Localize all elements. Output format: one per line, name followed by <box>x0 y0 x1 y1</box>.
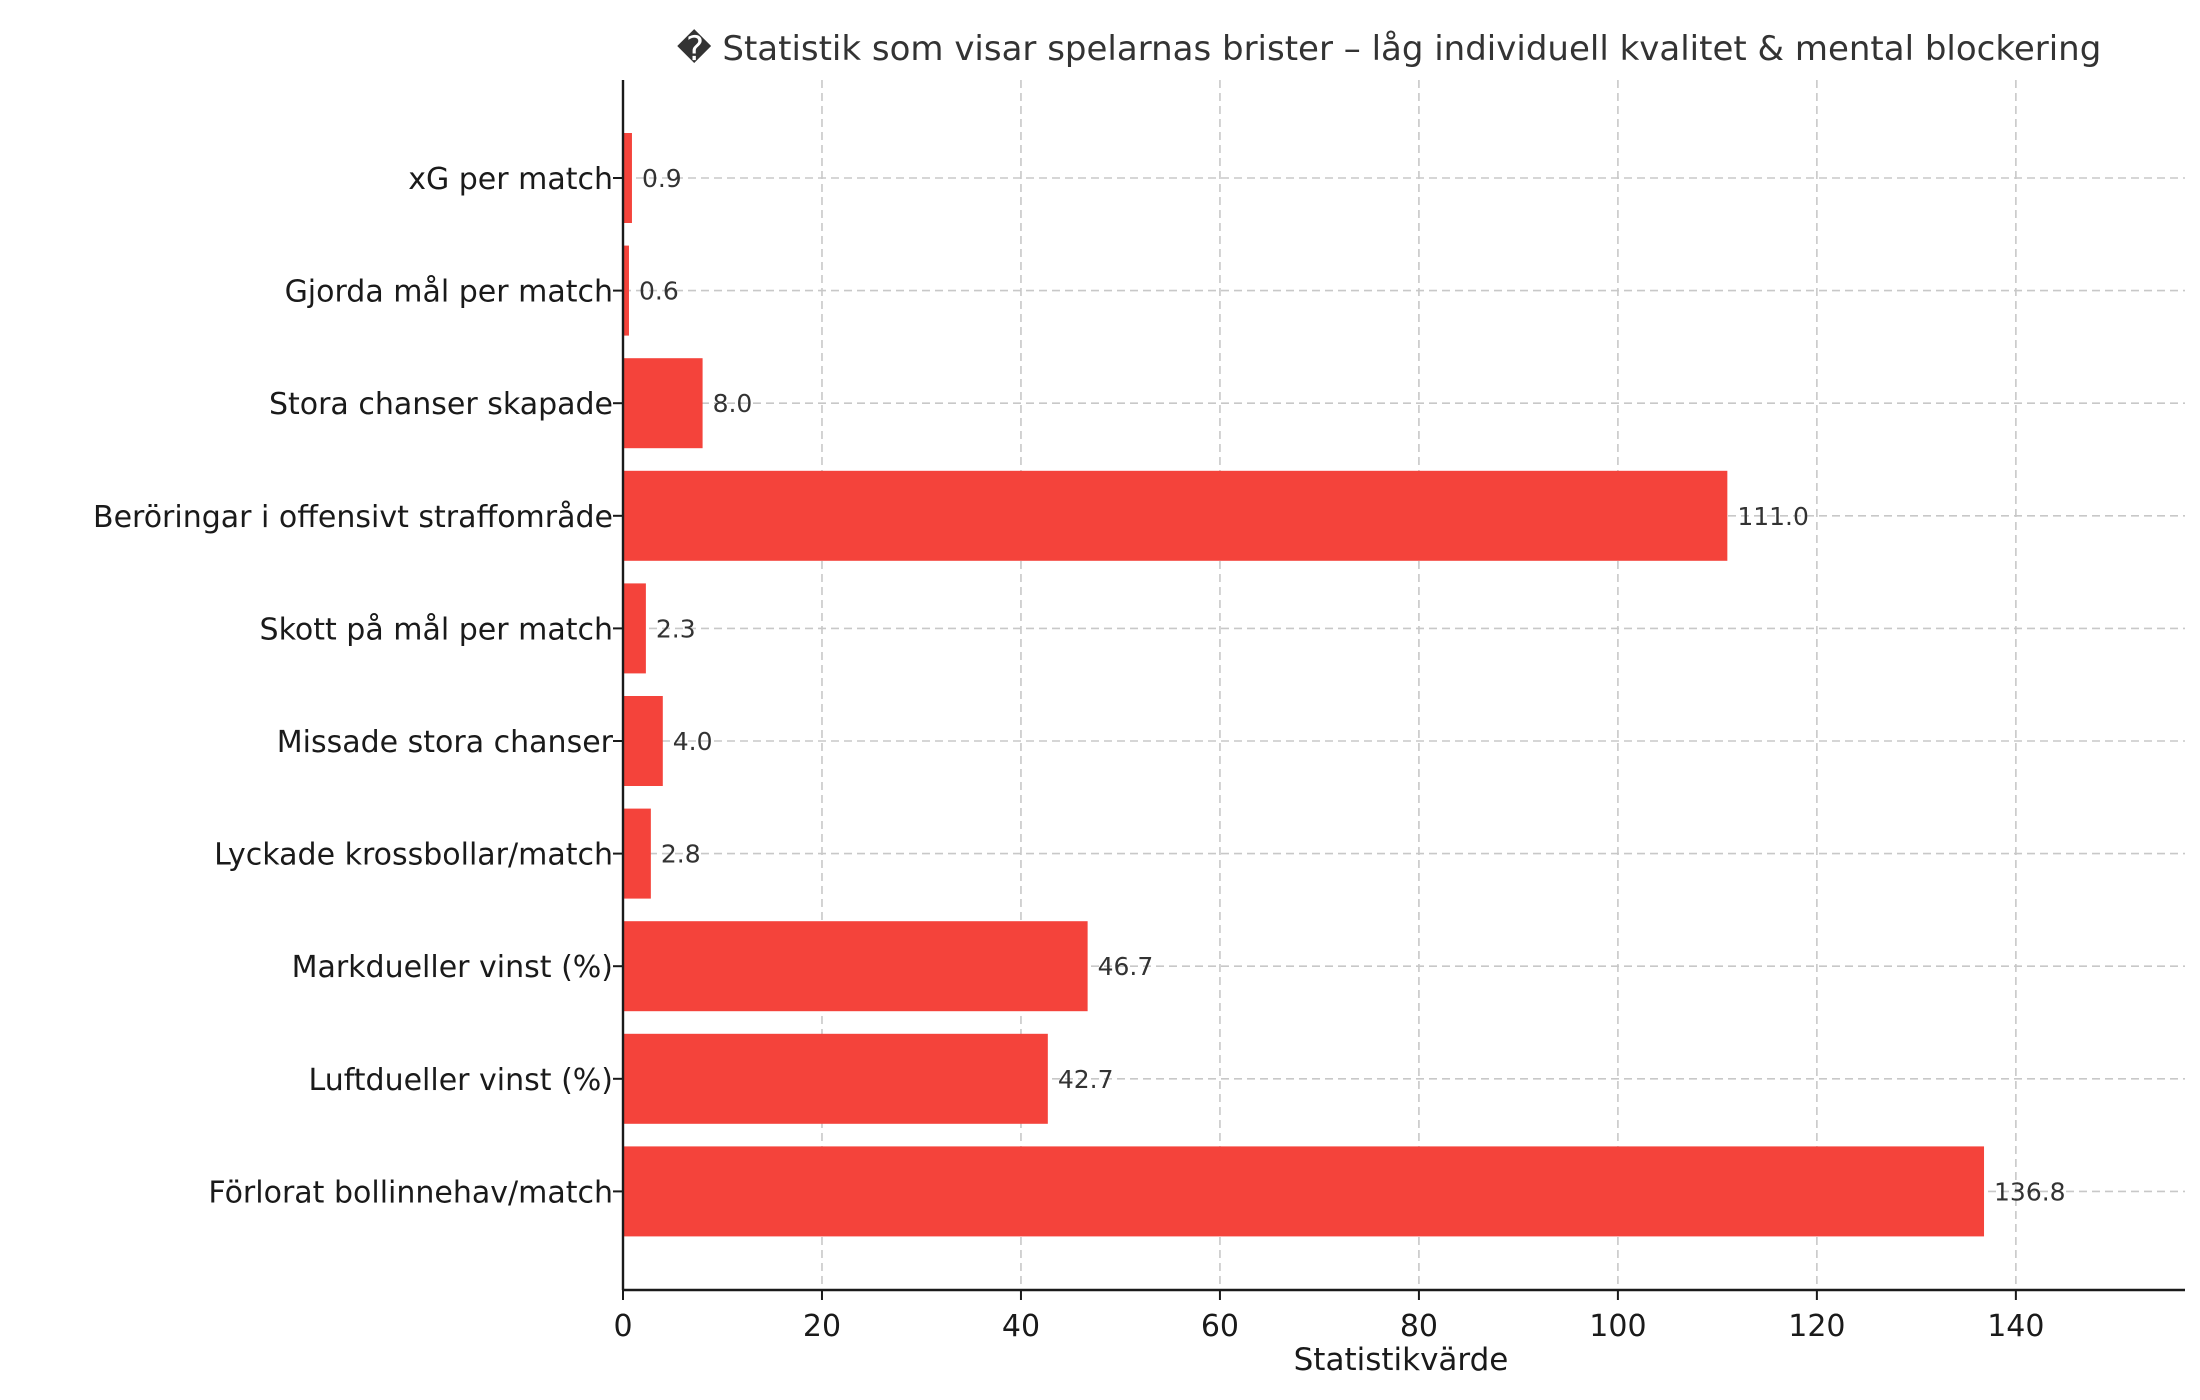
bar <box>623 696 663 786</box>
bars <box>623 133 1985 1237</box>
x-ticks: 0 20 40 60 80 100 120 140 <box>613 177 2044 1344</box>
category-label: Gjorda mål per match <box>285 275 613 310</box>
x-axis-title: Statistikvärde <box>1294 1342 1509 1378</box>
x-tick-label: 0 <box>613 1309 632 1344</box>
data-label: 4.0 <box>673 727 713 756</box>
bar <box>623 921 1088 1012</box>
data-label: 2.3 <box>656 614 696 643</box>
category-labels: xG per match Gjorda mål per match Stora ch… <box>93 162 614 1210</box>
category-label: xG per match <box>408 162 613 197</box>
data-label: 0.6 <box>639 277 679 306</box>
chart-title: � Statistik som visar spelarnas brister … <box>677 29 2102 69</box>
x-tick-label: 80 <box>1400 1309 1438 1344</box>
data-label: 2.8 <box>661 840 701 869</box>
category-label: Missade stora chanser <box>277 725 614 760</box>
data-label: 0.9 <box>642 164 682 193</box>
category-label: Lyckade krossbollar/match <box>214 838 613 873</box>
bar <box>623 1033 1048 1124</box>
category-label: Luftdueller vinst (%) <box>309 1063 613 1098</box>
bar <box>623 470 1728 561</box>
data-label: 136.8 <box>1994 1177 2066 1206</box>
category-label: Stora chanser skapade <box>269 387 613 422</box>
data-label: 111.0 <box>1737 502 1809 531</box>
category-label: Förlorat bollinnehav/match <box>208 1175 613 1210</box>
bar <box>623 583 646 674</box>
bar <box>623 245 629 336</box>
x-tick-label: 60 <box>1201 1309 1239 1344</box>
data-label: 46.7 <box>1098 952 1154 981</box>
x-tick-label: 140 <box>1987 1309 2044 1344</box>
x-tick-label: 20 <box>803 1309 841 1344</box>
x-tick-label: 120 <box>1788 1309 1845 1344</box>
bar <box>623 133 632 223</box>
bar <box>623 808 651 899</box>
data-label: 42.7 <box>1058 1065 1114 1094</box>
x-tick-label: 40 <box>1002 1309 1040 1344</box>
category-label: Skott på mål per match <box>260 612 613 647</box>
data-label: 8.0 <box>713 389 753 418</box>
bar <box>623 1146 1985 1237</box>
data-labels: 0.9 0.6 8.0 111.0 2.3 4.0 2.8 46.7 42.7 136.8 <box>639 164 2066 1206</box>
x-tick-label: 100 <box>1589 1309 1646 1344</box>
axes <box>621 80 2185 1292</box>
category-label: Markdueller vinst (%) <box>292 950 613 985</box>
bar <box>623 358 703 449</box>
category-label: Beröringar i offensivt straffområde <box>93 500 613 535</box>
